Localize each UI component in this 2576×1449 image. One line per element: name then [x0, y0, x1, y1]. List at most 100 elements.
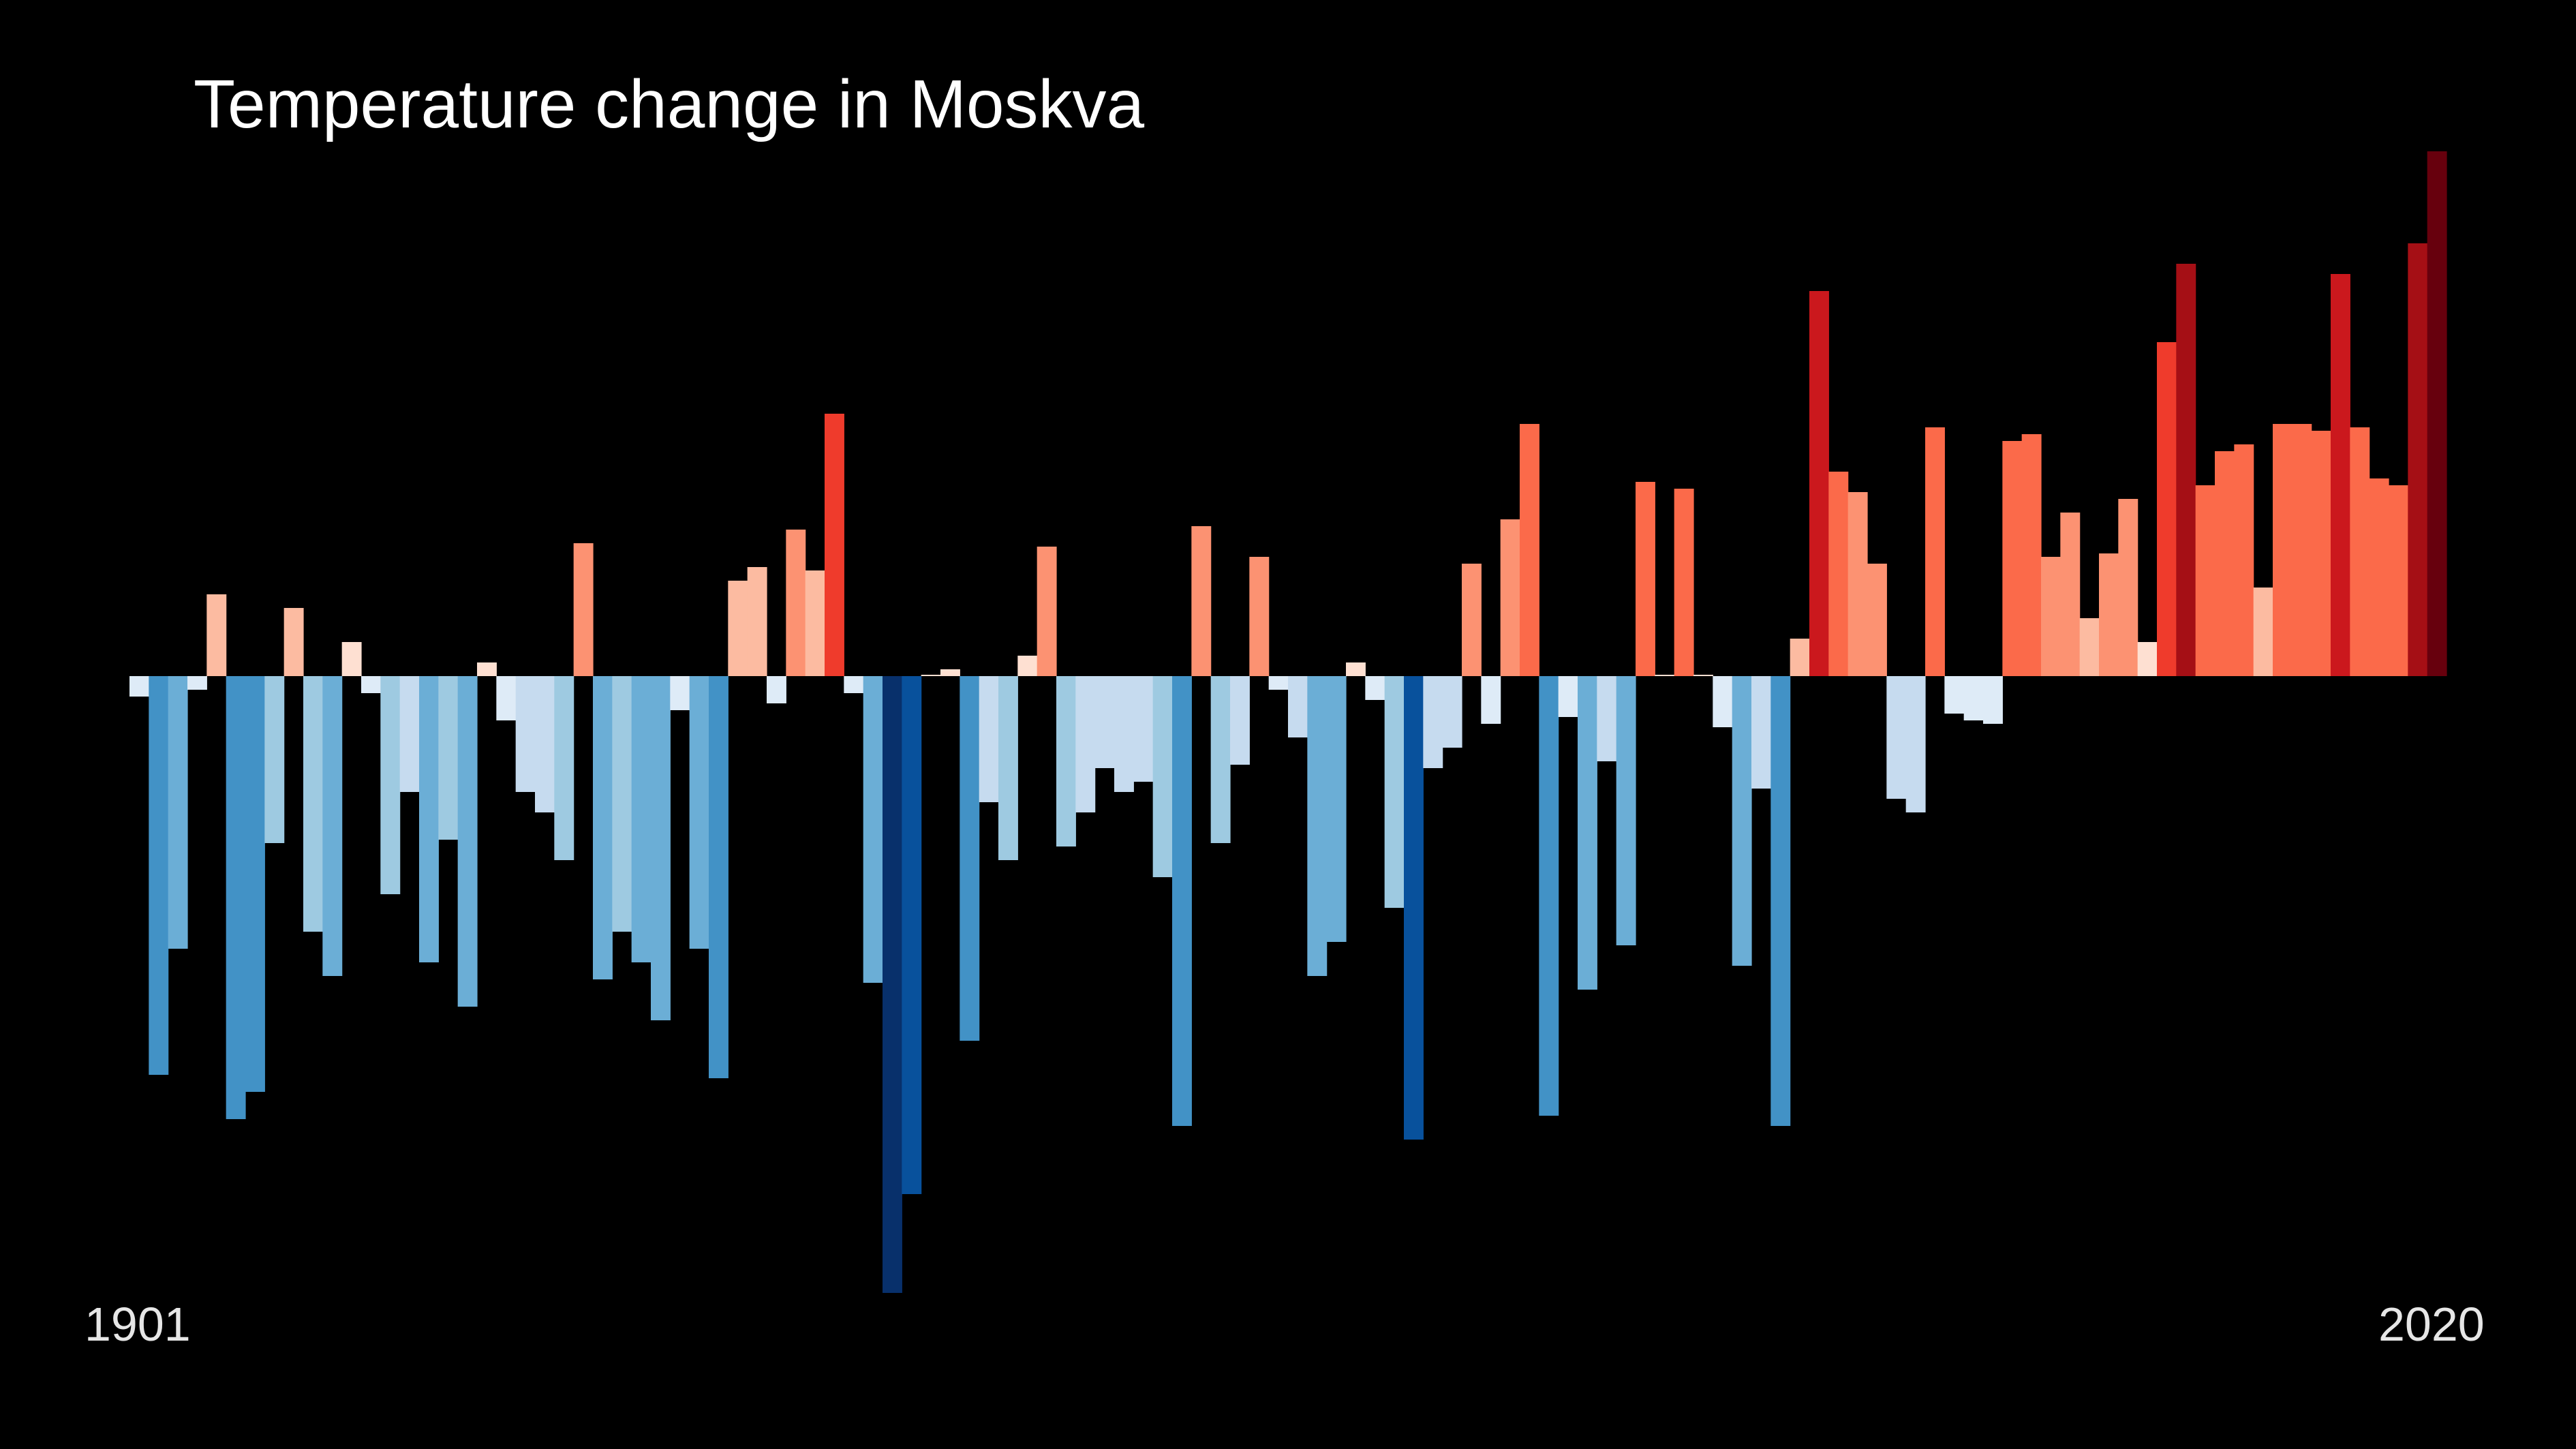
bar-year-1957: [1211, 676, 1231, 843]
bar-year-1964: [1346, 662, 1366, 676]
bar-year-1955: [1172, 676, 1192, 1126]
bar-year-1920: [496, 676, 516, 720]
bar-year-1993: [1906, 676, 1926, 812]
bar-year-1904: [187, 676, 207, 690]
bar-year-1928: [651, 676, 671, 1020]
bar-year-1951: [1095, 676, 1115, 768]
bar-year-1982: [1693, 675, 1713, 676]
bar-year-1947: [1017, 656, 1037, 676]
bar-year-1940: [883, 676, 902, 1293]
bar-year-1985: [1751, 676, 1771, 789]
bar-year-1927: [632, 676, 651, 962]
bar-year-1919: [477, 662, 497, 676]
bar-year-1950: [1075, 676, 1095, 812]
bar-year-1973: [1520, 424, 1539, 676]
bar-year-2009: [2215, 451, 2235, 676]
bar-year-1922: [535, 676, 555, 812]
bar-year-1972: [1501, 519, 1520, 676]
bar-year-1930: [690, 676, 709, 949]
bar-year-1968: [1423, 676, 1443, 768]
bar-year-1912: [342, 642, 362, 676]
bar-year-1939: [863, 676, 883, 983]
bar-year-1995: [1944, 676, 1964, 714]
bar-year-1907: [245, 676, 265, 1092]
bar-year-2011: [2254, 588, 2273, 676]
bar-year-2010: [2234, 444, 2254, 676]
bar-year-1999: [2022, 434, 2042, 676]
bar-year-2002: [2080, 618, 2100, 676]
bar-year-1937: [825, 414, 844, 676]
bar-year-1989: [1828, 472, 1848, 676]
bar-year-1936: [806, 570, 825, 676]
bar-year-2019: [2408, 243, 2427, 676]
bar-year-1909: [284, 608, 304, 676]
bar-year-1954: [1153, 676, 1173, 877]
bar-year-1962: [1307, 676, 1327, 976]
bar-year-2003: [2099, 553, 2119, 676]
bar-year-1905: [206, 594, 226, 676]
bar-year-1915: [400, 676, 420, 792]
bar-year-1916: [419, 676, 439, 962]
bar-year-1938: [844, 676, 863, 693]
bar-year-2000: [2041, 557, 2061, 676]
bar-year-1911: [322, 676, 342, 976]
bar-year-1925: [593, 676, 613, 979]
bar-year-2017: [2370, 478, 2389, 676]
bar-year-1917: [438, 676, 458, 840]
bar-year-1921: [516, 676, 536, 792]
bar-year-1935: [786, 530, 806, 676]
bar-year-1952: [1114, 676, 1134, 792]
bar-year-2020: [2427, 151, 2447, 676]
bar-year-1958: [1230, 676, 1250, 765]
bar-year-2016: [2350, 427, 2370, 676]
bar-year-1980: [1655, 675, 1674, 676]
bar-year-1963: [1327, 676, 1347, 942]
bar-year-1966: [1385, 676, 1405, 908]
bar-year-1975: [1559, 676, 1578, 717]
bar-year-1926: [612, 676, 632, 932]
bar-year-1944: [960, 676, 979, 1041]
bar-year-1946: [998, 676, 1018, 860]
x-axis-end-label: 2020: [2378, 1297, 2485, 1352]
bar-year-1910: [303, 676, 323, 932]
bar-year-1934: [767, 676, 786, 703]
bar-year-1923: [554, 676, 574, 860]
bar-year-1945: [979, 676, 999, 802]
x-axis-start-label: 1901: [85, 1297, 191, 1352]
bar-year-1959: [1249, 557, 1269, 676]
bar-year-2007: [2176, 264, 2196, 676]
bar-year-1994: [1925, 427, 1945, 676]
bar-year-1998: [2002, 441, 2022, 676]
bar-year-1953: [1133, 676, 1153, 782]
bar-year-1960: [1269, 676, 1289, 690]
bar-year-1913: [361, 676, 381, 693]
bar-year-2001: [2060, 513, 2080, 676]
bar-year-1956: [1191, 526, 1211, 676]
bar-year-1996: [1964, 676, 1984, 720]
bar-year-1902: [149, 676, 168, 1075]
bar-year-1908: [264, 676, 284, 843]
bar-year-1986: [1770, 676, 1790, 1126]
bar-year-2018: [2389, 485, 2408, 676]
bar-year-1990: [1848, 492, 1868, 676]
bar-year-1943: [940, 669, 960, 676]
bar-year-1983: [1713, 676, 1732, 727]
bar-year-2008: [2196, 485, 2215, 676]
bar-year-2012: [2273, 424, 2293, 676]
bar-year-1924: [574, 543, 594, 676]
bar-year-1969: [1443, 676, 1462, 748]
bar-year-1933: [748, 567, 767, 676]
bar-year-2015: [2331, 274, 2350, 676]
bar-year-1984: [1732, 676, 1752, 966]
bar-year-1997: [1983, 676, 2003, 724]
bar-year-1981: [1674, 489, 1694, 676]
bar-year-1977: [1597, 676, 1616, 761]
bar-year-1971: [1481, 676, 1501, 724]
bar-year-1949: [1056, 676, 1076, 846]
bar-year-1931: [709, 676, 729, 1078]
bar-year-2005: [2138, 642, 2158, 676]
bar-year-2013: [2292, 424, 2312, 676]
bar-year-1988: [1809, 291, 1829, 676]
bar-year-1941: [902, 676, 921, 1194]
